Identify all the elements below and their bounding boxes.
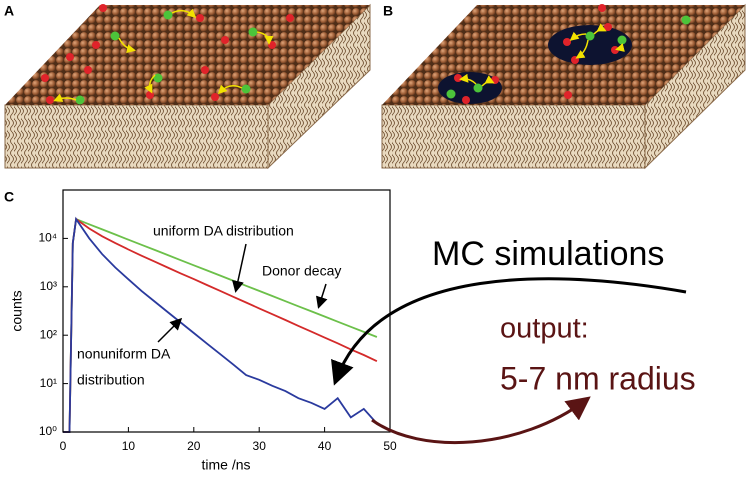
annotation: uniform DA distribution <box>153 223 294 239</box>
panel-label: A <box>4 3 14 19</box>
membrane-side <box>644 3 746 170</box>
x-tick-label: 0 <box>60 439 67 453</box>
x-tick-label: 10 <box>122 439 136 453</box>
membrane-front <box>4 104 269 169</box>
y-tick-label: 10¹ <box>40 376 57 390</box>
annotation: nonuniform DA <box>77 346 171 362</box>
panel-a: A <box>4 3 371 170</box>
flow-arrow <box>331 277 687 386</box>
x-tick-label: 20 <box>187 439 201 453</box>
annotation: distribution <box>77 372 145 388</box>
y-tick-label: 10² <box>40 327 57 341</box>
plot-frame <box>62 189 391 433</box>
x-tick-label: 30 <box>253 439 267 453</box>
y-axis-label: counts <box>9 290 25 331</box>
transfer-arrows <box>459 23 625 87</box>
x-axis-label: time /ns <box>201 457 250 473</box>
panel-label: B <box>383 3 393 19</box>
donors <box>446 15 691 99</box>
y-tick-label: 10³ <box>40 279 57 293</box>
series-line <box>63 216 378 433</box>
side-title: MC simulations <box>432 235 664 273</box>
panel-label: C <box>4 189 14 205</box>
x-tick-label: 40 <box>318 439 332 453</box>
membrane-top <box>5 5 370 105</box>
flow-arrow <box>371 396 591 445</box>
annotation-arrows <box>157 243 328 343</box>
annotation: Donor decay <box>262 263 341 279</box>
series-line <box>63 217 378 433</box>
series-line <box>63 217 378 433</box>
output-value: 5-7 nm radius <box>500 360 696 396</box>
membrane-front <box>381 104 646 169</box>
y-tick-label: 10⁴ <box>38 231 57 245</box>
output-label: output: <box>500 313 589 345</box>
x-tick-label: 50 <box>383 439 397 453</box>
panel-b: B <box>381 3 746 170</box>
y-tick-label: 10⁰ <box>39 424 57 438</box>
transfer-arrows <box>53 8 274 102</box>
donors <box>75 10 258 105</box>
chart: 0 10 20 30 40 50 10⁰ 10¹ 10² 10³ 10⁴ <box>38 216 397 453</box>
